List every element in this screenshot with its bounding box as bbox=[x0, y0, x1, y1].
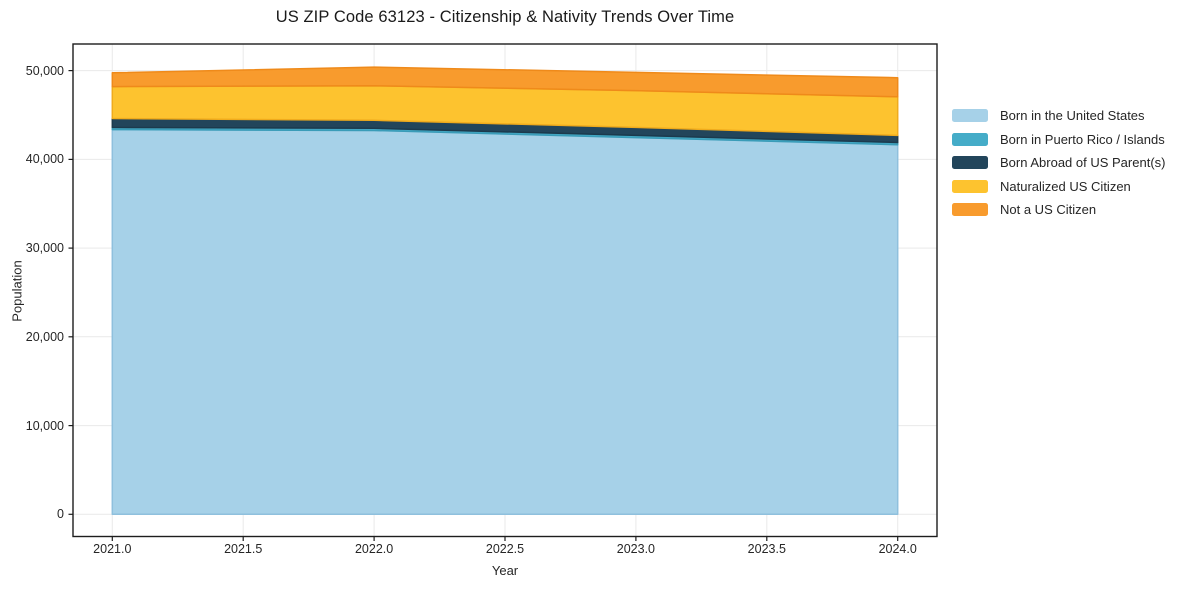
legend-item-3: Naturalized US Citizen bbox=[952, 175, 1165, 199]
legend-item-4: Not a US Citizen bbox=[952, 198, 1165, 222]
y-tick-label: 30,000 bbox=[25, 241, 64, 256]
y-tick-label: 50,000 bbox=[25, 63, 64, 78]
x-tick-label: 2022.0 bbox=[354, 542, 394, 556]
x-tick-label: 2021.5 bbox=[224, 542, 263, 556]
legend-item-2: Born Abroad of US Parent(s) bbox=[952, 151, 1165, 175]
legend-label: Born in the United States bbox=[1000, 108, 1145, 124]
x-tick-label: 2023.5 bbox=[747, 542, 786, 556]
y-tick-label: 10,000 bbox=[25, 418, 64, 433]
legend-label: Not a US Citizen bbox=[1000, 202, 1097, 218]
x-tick-label: 2024.0 bbox=[878, 542, 917, 556]
y-tick-label: 20,000 bbox=[25, 329, 64, 344]
x-tick-label: 2023.0 bbox=[616, 542, 655, 556]
legend-label: Naturalized US Citizen bbox=[1000, 178, 1131, 194]
legend: Born in the United States Born in Puerto … bbox=[952, 104, 1165, 222]
legend-swatch-icon bbox=[952, 179, 988, 193]
area-band-4 bbox=[111, 66, 899, 98]
legend-item-0: Born in the United States bbox=[952, 104, 1165, 128]
legend-item-1: Born in Puerto Rico / Islands bbox=[952, 128, 1165, 152]
legend-swatch-icon bbox=[952, 132, 988, 146]
legend-label: Born in Puerto Rico / Islands bbox=[1000, 131, 1165, 147]
legend-swatch-icon bbox=[952, 156, 988, 170]
legend-label: Born Abroad of US Parent(s) bbox=[1000, 155, 1166, 171]
y-tick-label: 0 bbox=[57, 507, 64, 522]
y-axis-label: Population bbox=[9, 260, 25, 322]
x-axis-label: Year bbox=[491, 563, 519, 578]
x-tick-label: 2021.0 bbox=[93, 542, 132, 556]
chart-title: US ZIP Code 63123 - Citizenship & Nativi… bbox=[275, 8, 735, 26]
legend-swatch-icon bbox=[952, 109, 988, 123]
area-band-0 bbox=[111, 128, 899, 516]
legend-swatch-icon bbox=[952, 203, 988, 217]
y-tick-label: 40,000 bbox=[25, 152, 64, 167]
x-tick-label: 2022.5 bbox=[485, 542, 525, 556]
